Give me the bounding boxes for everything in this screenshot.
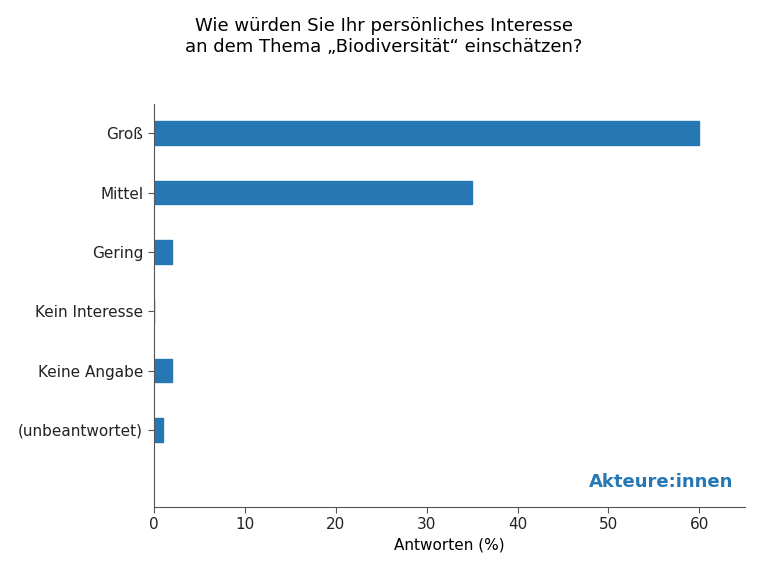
Bar xyxy=(154,122,700,145)
Text: Wie würden Sie Ihr persönliches Interesse
an dem Thema „Biodiversität“ einschätz: Wie würden Sie Ihr persönliches Interess… xyxy=(185,17,583,56)
Bar xyxy=(154,181,472,204)
Text: Akteure:innen: Akteure:innen xyxy=(589,473,733,491)
Bar xyxy=(154,240,172,264)
X-axis label: Antworten (%): Antworten (%) xyxy=(394,538,505,553)
Bar xyxy=(154,359,172,382)
Bar xyxy=(154,418,163,442)
